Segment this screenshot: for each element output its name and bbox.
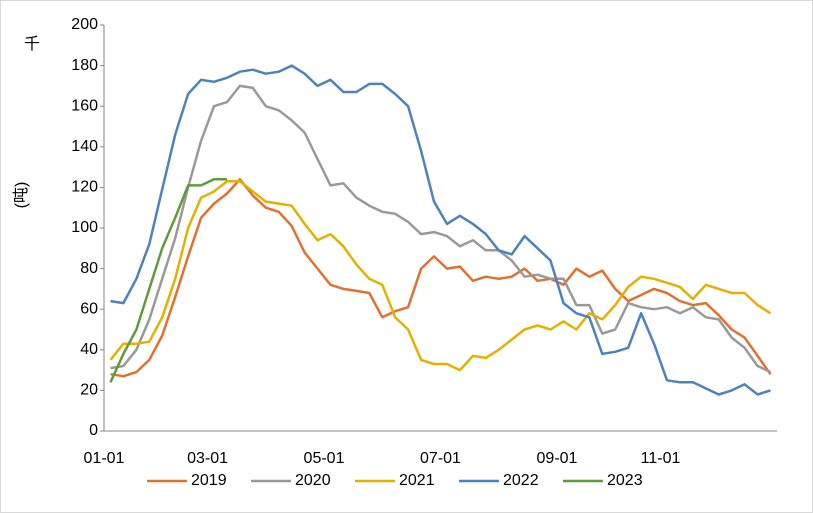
- y-tick-label: 100: [71, 219, 98, 236]
- y-tick-label: 120: [71, 179, 98, 196]
- x-tick-label: 11-01: [641, 450, 681, 467]
- x-tick-label: 01-01: [84, 450, 125, 467]
- y-tick-label: 200: [71, 16, 98, 33]
- series-line: [110, 84, 772, 374]
- legend-label: 2023: [607, 472, 643, 489]
- legend-label: 2021: [399, 472, 435, 489]
- y-unit: 千: [24, 35, 40, 53]
- y-tick-label: 0: [89, 422, 98, 439]
- series-line: [109, 178, 227, 383]
- x-tick-label: 07-01: [420, 450, 461, 467]
- x-tick-label: 05-01: [304, 450, 345, 467]
- y-axis-label: (吨): [12, 182, 30, 209]
- series-line: [110, 64, 771, 396]
- series-line: [109, 180, 772, 372]
- y-tick-label: 40: [80, 341, 98, 358]
- y-tick-label: 60: [80, 300, 98, 317]
- x-tick-label: 03-01: [187, 450, 228, 467]
- y-tick-label: 20: [80, 382, 98, 399]
- y-tick-label: 160: [71, 97, 98, 114]
- series-line: [110, 178, 772, 378]
- x-tick-label: 09-01: [537, 450, 578, 467]
- y-tick-label: 80: [80, 260, 98, 277]
- legend-label: 2022: [503, 472, 539, 489]
- y-tick-label: 140: [71, 138, 98, 155]
- legend-label: 2019: [191, 472, 227, 489]
- y-tick-label: 180: [71, 57, 98, 74]
- legend-label: 2020: [295, 472, 331, 489]
